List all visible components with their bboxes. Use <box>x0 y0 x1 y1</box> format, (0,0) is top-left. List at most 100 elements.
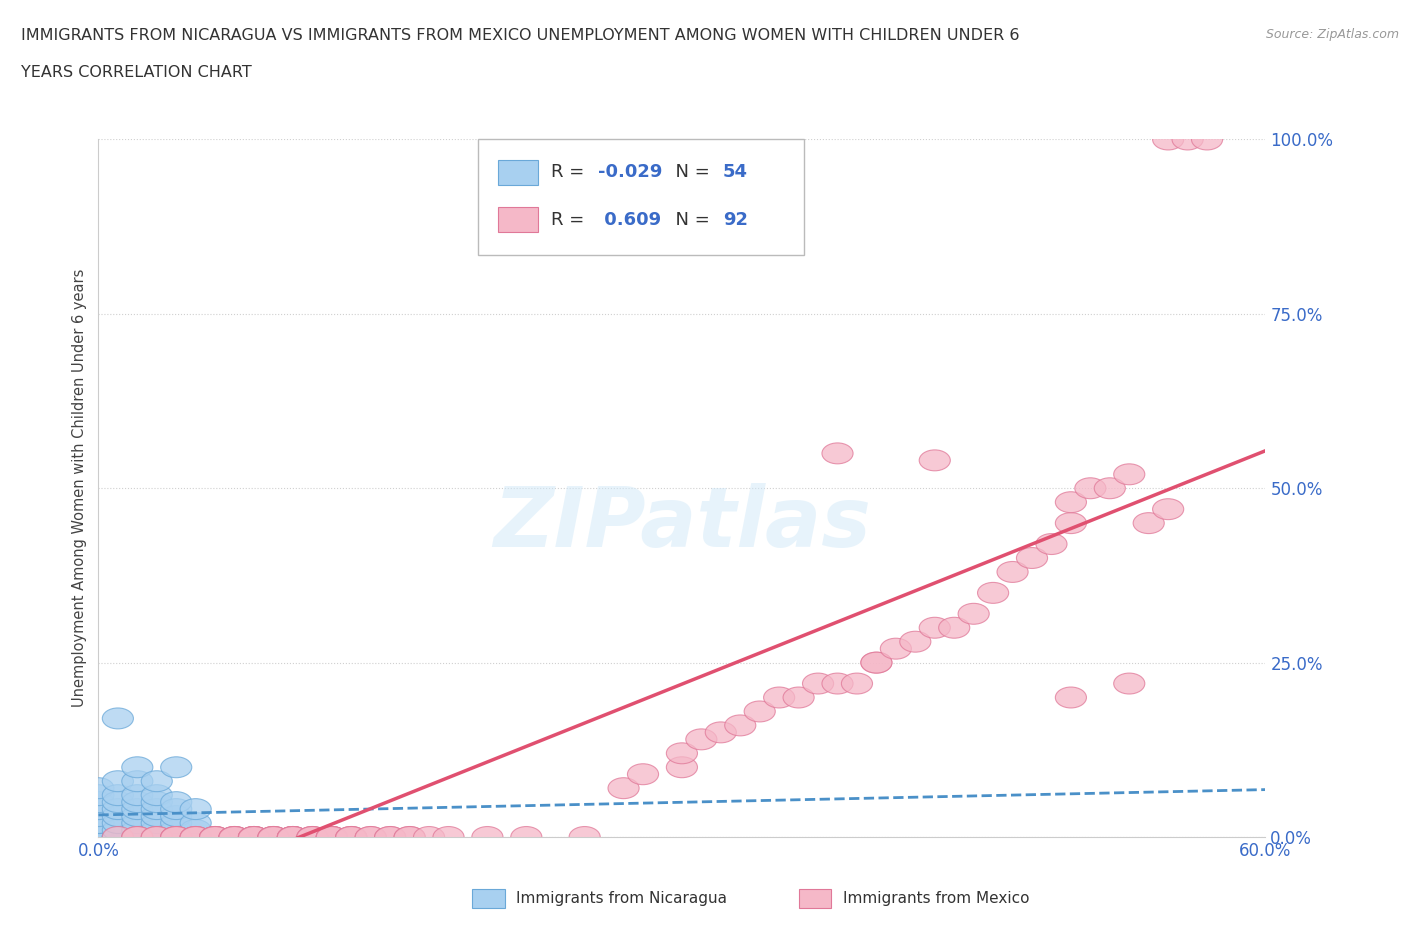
Ellipse shape <box>122 771 153 791</box>
Ellipse shape <box>219 827 250 847</box>
Ellipse shape <box>374 827 406 847</box>
Ellipse shape <box>277 827 308 847</box>
Ellipse shape <box>160 791 191 813</box>
Ellipse shape <box>83 819 114 841</box>
Ellipse shape <box>103 771 134 791</box>
Ellipse shape <box>803 673 834 694</box>
Ellipse shape <box>297 827 328 847</box>
Ellipse shape <box>860 652 891 673</box>
FancyBboxPatch shape <box>498 207 538 232</box>
Ellipse shape <box>706 722 737 743</box>
Ellipse shape <box>1036 534 1067 554</box>
Ellipse shape <box>1056 687 1087 708</box>
Ellipse shape <box>666 757 697 777</box>
Ellipse shape <box>374 827 406 847</box>
Ellipse shape <box>394 827 425 847</box>
Ellipse shape <box>200 827 231 847</box>
Ellipse shape <box>607 777 640 799</box>
Ellipse shape <box>297 827 328 847</box>
Ellipse shape <box>880 638 911 659</box>
Ellipse shape <box>1133 512 1164 534</box>
Ellipse shape <box>122 805 153 827</box>
Ellipse shape <box>997 562 1028 582</box>
FancyBboxPatch shape <box>799 889 831 908</box>
Ellipse shape <box>666 743 697 764</box>
Ellipse shape <box>433 827 464 847</box>
Ellipse shape <box>200 827 231 847</box>
Ellipse shape <box>277 827 308 847</box>
Ellipse shape <box>257 827 290 847</box>
Ellipse shape <box>141 771 173 791</box>
Ellipse shape <box>160 813 191 833</box>
Ellipse shape <box>977 582 1008 604</box>
Ellipse shape <box>316 827 347 847</box>
Ellipse shape <box>257 827 290 847</box>
Ellipse shape <box>122 813 153 833</box>
Ellipse shape <box>141 785 173 805</box>
Ellipse shape <box>122 827 153 847</box>
Ellipse shape <box>180 827 211 847</box>
Ellipse shape <box>219 827 250 847</box>
Ellipse shape <box>83 813 114 833</box>
Ellipse shape <box>1114 464 1144 485</box>
Ellipse shape <box>141 791 173 813</box>
Ellipse shape <box>239 827 270 847</box>
Ellipse shape <box>744 701 775 722</box>
Ellipse shape <box>103 827 134 847</box>
Ellipse shape <box>141 827 173 847</box>
Ellipse shape <box>141 813 173 833</box>
Ellipse shape <box>103 827 134 847</box>
Ellipse shape <box>180 827 211 847</box>
Ellipse shape <box>413 827 444 847</box>
Ellipse shape <box>141 805 173 827</box>
Ellipse shape <box>823 443 853 464</box>
Text: N =: N = <box>665 164 716 181</box>
Ellipse shape <box>239 827 270 847</box>
Ellipse shape <box>239 827 270 847</box>
Ellipse shape <box>180 819 211 841</box>
Ellipse shape <box>141 827 173 847</box>
Ellipse shape <box>103 791 134 813</box>
Ellipse shape <box>957 604 990 624</box>
Ellipse shape <box>83 819 114 841</box>
Ellipse shape <box>122 799 153 819</box>
Ellipse shape <box>219 827 250 847</box>
Ellipse shape <box>83 791 114 813</box>
Ellipse shape <box>316 827 347 847</box>
Ellipse shape <box>160 827 191 847</box>
Ellipse shape <box>1173 129 1204 150</box>
Ellipse shape <box>239 827 270 847</box>
Text: YEARS CORRELATION CHART: YEARS CORRELATION CHART <box>21 65 252 80</box>
Ellipse shape <box>122 827 153 847</box>
Ellipse shape <box>122 827 153 847</box>
Ellipse shape <box>160 799 191 819</box>
Ellipse shape <box>160 757 191 777</box>
Text: 54: 54 <box>723 164 748 181</box>
Ellipse shape <box>83 827 114 847</box>
Ellipse shape <box>200 827 231 847</box>
Ellipse shape <box>277 827 308 847</box>
Ellipse shape <box>83 827 114 847</box>
Text: Immigrants from Nicaragua: Immigrants from Nicaragua <box>516 891 727 906</box>
Ellipse shape <box>180 827 211 847</box>
Ellipse shape <box>141 819 173 841</box>
Text: Immigrants from Mexico: Immigrants from Mexico <box>844 891 1029 906</box>
Ellipse shape <box>1191 129 1223 150</box>
Ellipse shape <box>1153 498 1184 520</box>
Ellipse shape <box>569 827 600 847</box>
Ellipse shape <box>297 827 328 847</box>
Ellipse shape <box>336 827 367 847</box>
Ellipse shape <box>83 777 114 799</box>
Ellipse shape <box>160 805 191 827</box>
Text: ZIPatlas: ZIPatlas <box>494 483 870 564</box>
Ellipse shape <box>83 805 114 827</box>
FancyBboxPatch shape <box>472 889 505 908</box>
Text: IMMIGRANTS FROM NICARAGUA VS IMMIGRANTS FROM MEXICO UNEMPLOYMENT AMONG WOMEN WIT: IMMIGRANTS FROM NICARAGUA VS IMMIGRANTS … <box>21 28 1019 43</box>
Ellipse shape <box>103 708 134 729</box>
Ellipse shape <box>103 827 134 847</box>
Ellipse shape <box>103 813 134 833</box>
Ellipse shape <box>200 827 231 847</box>
Ellipse shape <box>141 799 173 819</box>
Ellipse shape <box>122 819 153 841</box>
Ellipse shape <box>627 764 658 785</box>
